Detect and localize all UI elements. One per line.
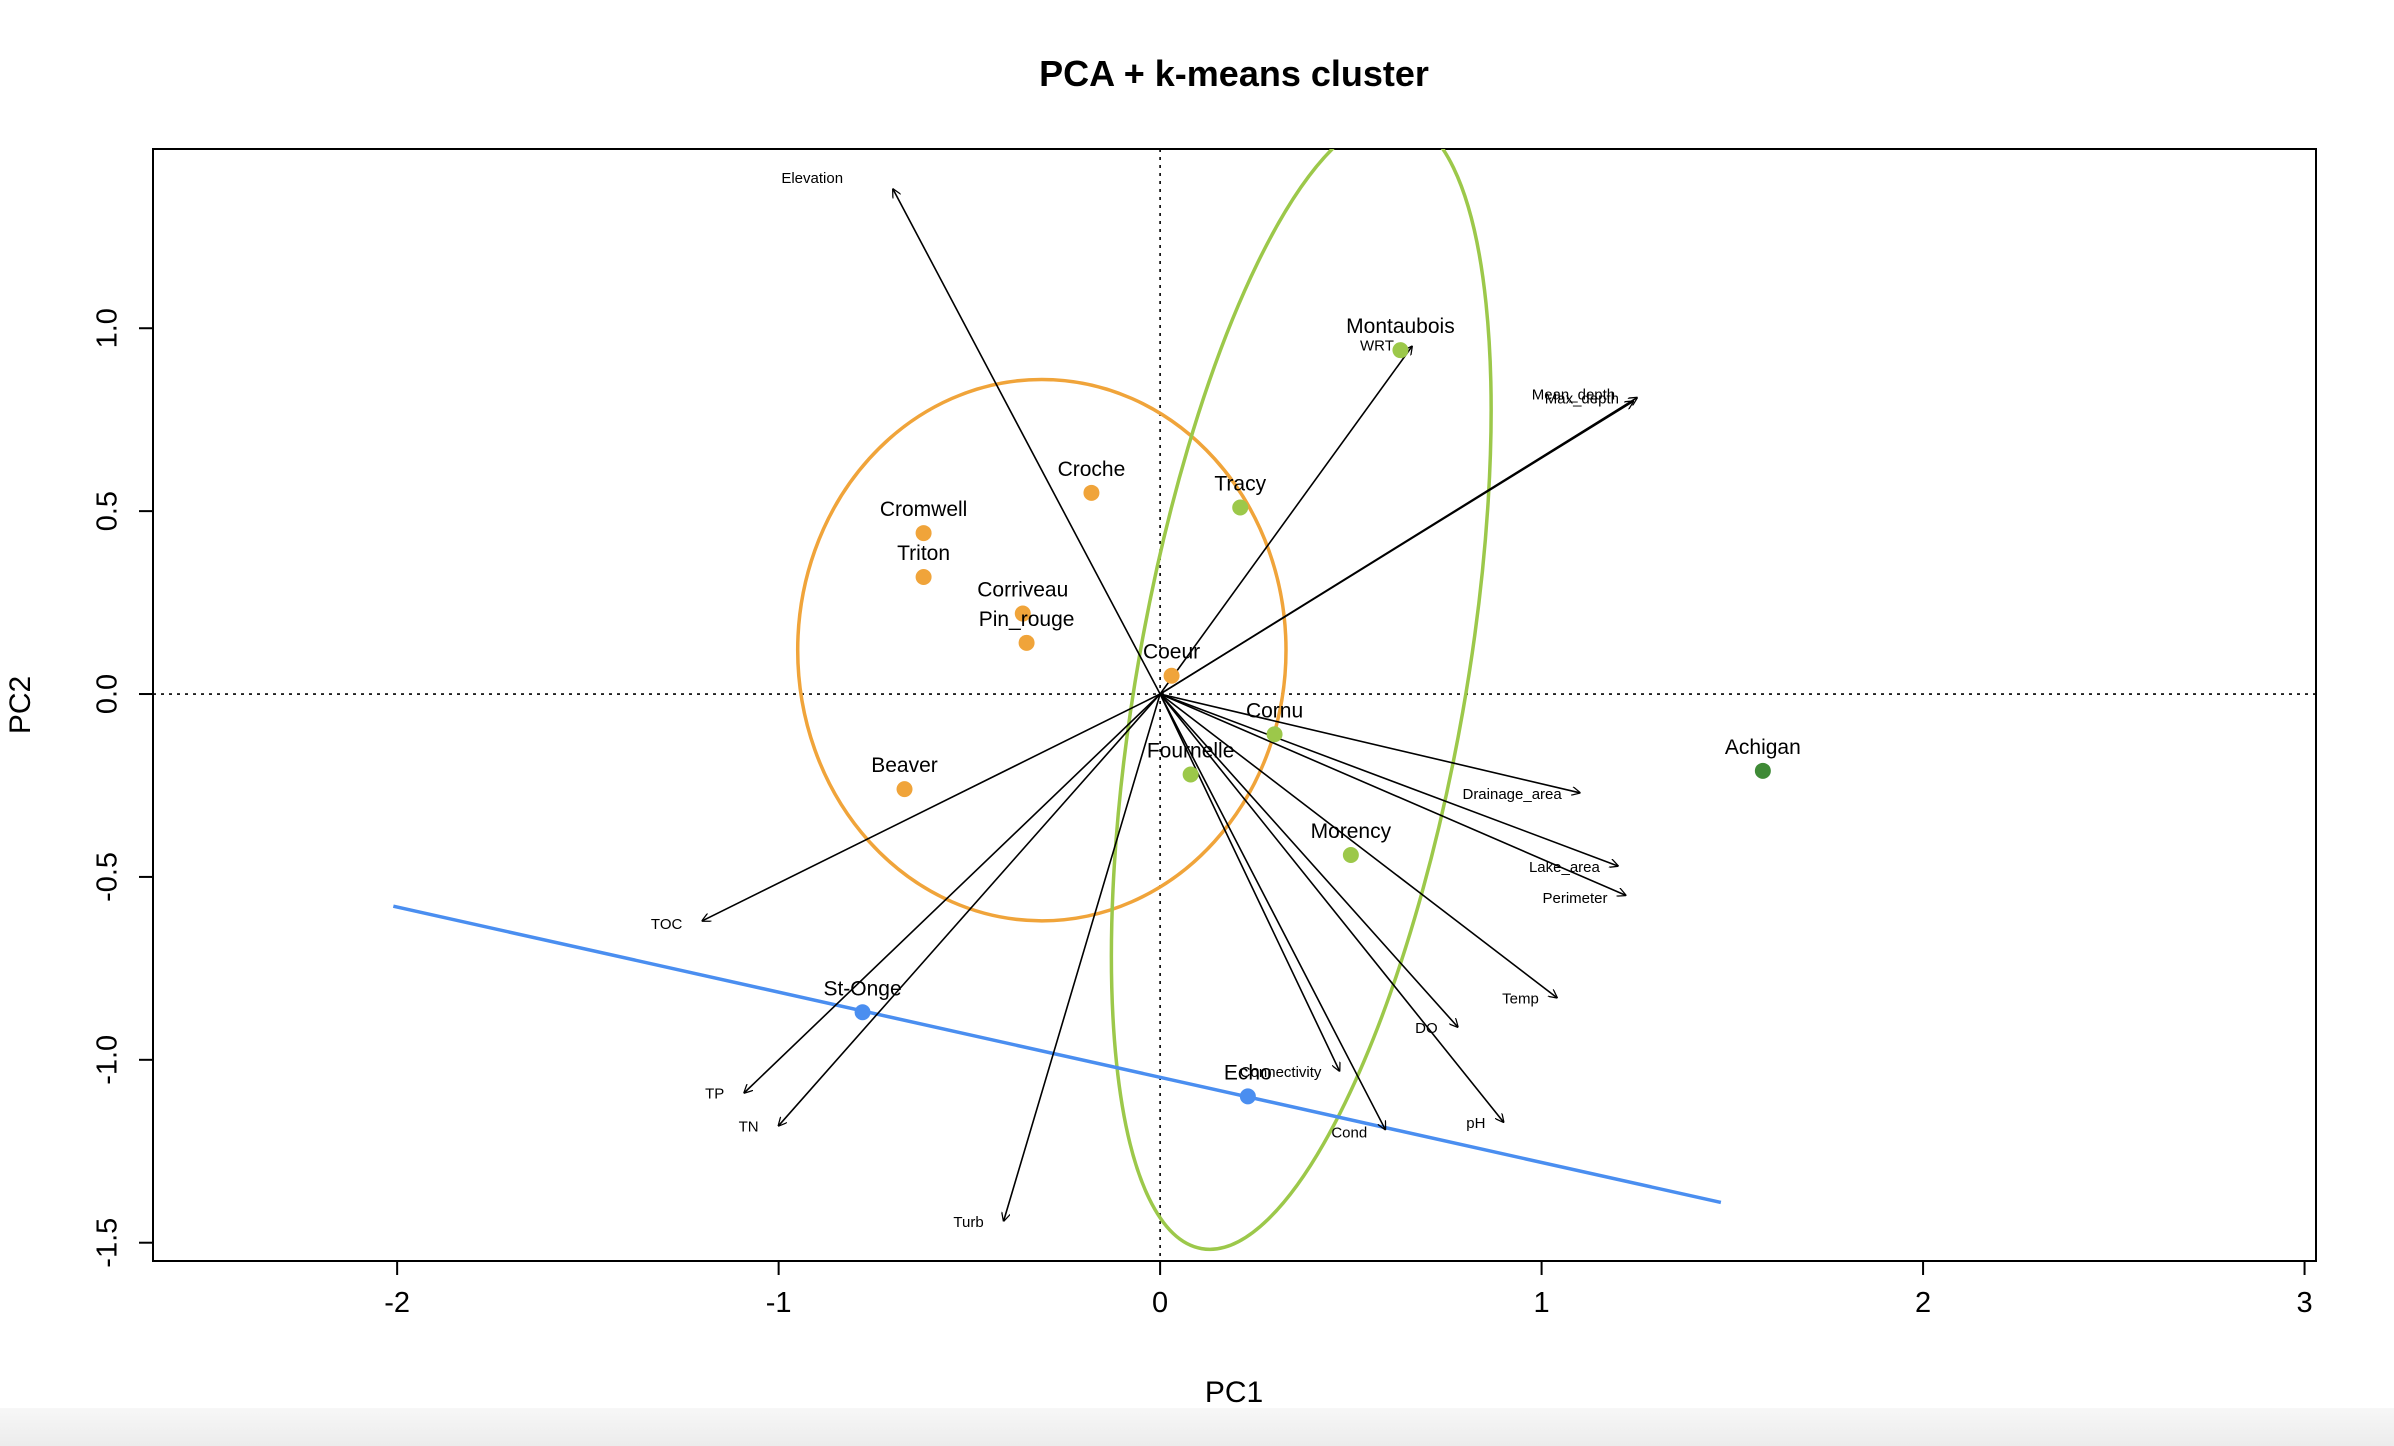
- point-beaver: [896, 781, 913, 798]
- point-morency: [1342, 846, 1359, 863]
- point-cromwell: [915, 525, 932, 542]
- arrow-tn: [779, 693, 1161, 1126]
- arrow-label-tn: TN: [739, 1119, 759, 1136]
- arrow-label-tp: TP: [705, 1086, 724, 1103]
- arrow-tp: [744, 693, 1161, 1093]
- point-pin-rouge: [1018, 634, 1035, 651]
- arrow-label-drainage-area: Drainage_area: [1462, 786, 1562, 803]
- cluster-shapes: [392, 149, 1722, 1252]
- zero-reference-lines: [153, 149, 2316, 1261]
- arrow-turb: [1004, 693, 1161, 1221]
- arrow-lake-area: [1159, 693, 1618, 866]
- arrow-perimeter: [1159, 693, 1625, 895]
- point-tracy: [1232, 499, 1249, 516]
- point-croche: [1083, 484, 1100, 501]
- x-tick-label: 1: [1534, 1287, 1550, 1319]
- y-axis: -1.5 -1.0 -0.5 0.0 0.5 1.0: [92, 308, 154, 1268]
- point-label-triton: Triton: [897, 542, 950, 565]
- point-label-pin-rouge: Pin_rouge: [979, 608, 1075, 631]
- y-tick-label: -0.5: [92, 852, 124, 902]
- arrow-label-perimeter: Perimeter: [1542, 890, 1607, 907]
- arrow-toc: [702, 693, 1161, 921]
- point-fournelle: [1182, 766, 1199, 783]
- arrow-drainage-area: [1159, 693, 1580, 793]
- point-label-corriveau: Corriveau: [977, 579, 1068, 602]
- arrow-ph: [1159, 693, 1503, 1122]
- arrow-label-cond: Cond: [1331, 1124, 1367, 1141]
- point-label-tracy: Tracy: [1214, 472, 1266, 495]
- arrow-cond: [1159, 693, 1385, 1129]
- arrow-label-wrt: WRT: [1360, 338, 1394, 355]
- point-coeur: [1163, 667, 1180, 684]
- x-axis-label: PC1: [1205, 1376, 1263, 1409]
- y-tick-label: 1.0: [92, 308, 124, 348]
- x-tick-label: -1: [766, 1287, 792, 1319]
- cluster-line-blue: [392, 904, 1722, 1205]
- x-tick-label: 0: [1152, 1287, 1168, 1319]
- arrow-label-ph: pH: [1466, 1115, 1485, 1132]
- window-bottom-bar: [0, 1408, 2394, 1446]
- x-tick-label: 3: [2296, 1287, 2312, 1319]
- point-st-onge: [854, 1004, 871, 1021]
- arrow-max-depth: [1159, 398, 1637, 695]
- arrow-connectivity: [1159, 693, 1339, 1071]
- point-echo: [1239, 1088, 1256, 1105]
- arrow-temp: [1159, 693, 1557, 998]
- point-label-montaubois: Montaubois: [1346, 315, 1455, 338]
- point-label-croche: Croche: [1058, 458, 1126, 481]
- x-tick-label: 2: [1915, 1287, 1931, 1319]
- y-tick-label: -1.5: [92, 1218, 124, 1268]
- y-axis-label: PC2: [4, 676, 37, 734]
- point-label-st-onge: St-Onge: [823, 977, 901, 1000]
- arrow-elevation: [893, 189, 1161, 695]
- y-tick-label: -1.0: [92, 1035, 124, 1085]
- point-achigan: [1754, 762, 1771, 779]
- point-triton: [915, 568, 932, 585]
- arrow-label-turb: Turb: [953, 1214, 983, 1231]
- arrow-label-do: DO: [1415, 1020, 1438, 1037]
- point-montaubois: [1392, 342, 1409, 359]
- point-label-cromwell: Cromwell: [880, 498, 968, 521]
- point-label-cornu: Cornu: [1246, 699, 1303, 722]
- point-label-achigan: Achigan: [1725, 736, 1801, 759]
- arrow-label-temp: Temp: [1502, 991, 1539, 1008]
- point-label-beaver: Beaver: [871, 754, 938, 777]
- y-tick-label: 0.0: [92, 674, 124, 714]
- point-label-morency: Morency: [1311, 820, 1392, 843]
- point-label-fournelle: Fournelle: [1147, 740, 1235, 763]
- arrow-label-max-depth: Max_depth: [1545, 391, 1619, 408]
- point-corriveau: [1014, 605, 1031, 622]
- arrow-do: [1159, 693, 1458, 1027]
- arrow-label-toc: TOC: [651, 916, 683, 933]
- x-tick-label: -2: [384, 1287, 410, 1319]
- point-label-coeur: Coeur: [1143, 641, 1200, 664]
- arrow-label-connectivity: Connectivity: [1240, 1064, 1322, 1081]
- chart-title: PCA + k-means cluster: [1039, 53, 1429, 94]
- arrow-label-mean-depth: Mean_depth: [1532, 386, 1615, 403]
- point-label-echo: Echo: [1224, 1061, 1272, 1084]
- y-tick-label: 0.5: [92, 491, 124, 531]
- cluster-ellipse-orange: [795, 377, 1288, 923]
- point-cornu: [1266, 726, 1283, 743]
- site-points: Montaubois Croche Tracy Cromwell Triton Corri…: [823, 315, 1801, 1105]
- arrow-label-elevation: Elevation: [781, 170, 843, 187]
- arrow-label-lake-area: Lake_area: [1529, 859, 1601, 876]
- x-axis: -2 -1 0 1 2 3: [384, 1260, 2313, 1319]
- arrow-wrt: [1159, 347, 1412, 695]
